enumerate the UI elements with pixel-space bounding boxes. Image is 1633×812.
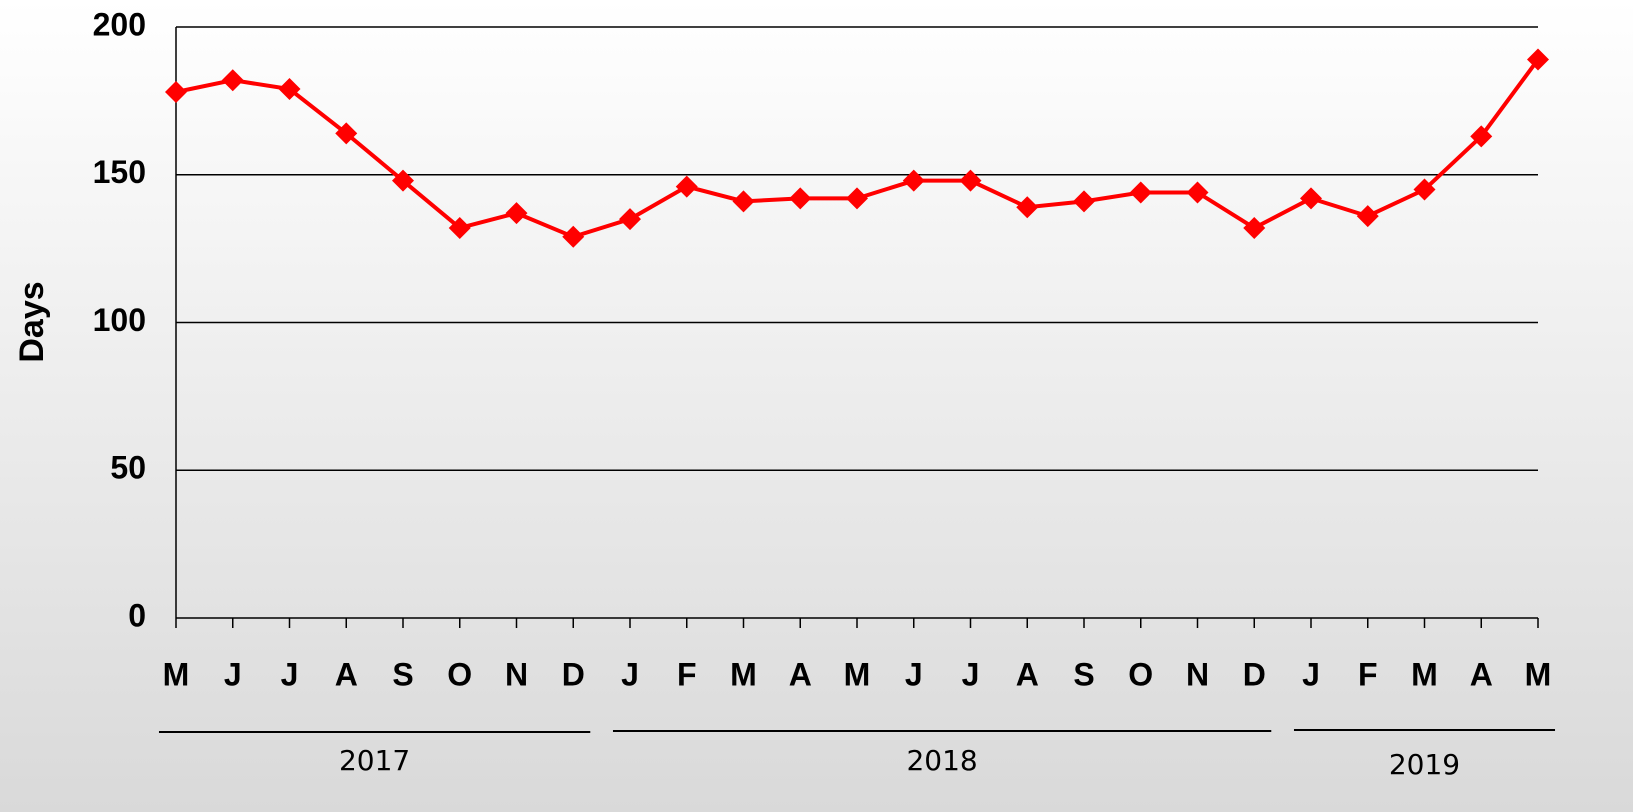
marker [505,202,528,225]
marker [165,81,187,104]
x-tick-label: J [1302,656,1320,692]
x-tick-label: J [905,656,923,692]
marker [959,169,982,192]
x-tick-label: M [730,656,757,692]
y-tick-label: 50 [110,450,146,486]
y-tick-label: 100 [93,302,146,338]
marker [619,208,641,231]
x-tick-label: M [844,656,871,692]
marker [846,187,868,210]
x-tick-label: O [447,656,472,692]
marker [902,169,925,192]
marker [1129,181,1152,204]
x-tick-label: D [1243,656,1266,692]
marker [278,78,301,101]
group-label: 2019 [1389,748,1460,781]
group-label: 2018 [906,744,977,777]
x-tick-label: A [1470,656,1493,692]
marker [1300,187,1322,210]
x-tick-label: J [224,656,242,692]
x-tick-label: J [621,656,639,692]
marker [1016,196,1039,219]
marker [1073,190,1095,213]
marker [221,69,244,92]
marker [1356,205,1379,228]
y-tick-label: 200 [93,6,146,42]
x-tick-label: S [392,656,413,692]
x-tick-label: O [1128,656,1153,692]
marker [562,225,585,248]
x-tick-label: J [962,656,980,692]
x-tick-label: M [163,656,190,692]
x-tick-label: F [677,656,697,692]
x-tick-label: M [1411,656,1438,692]
x-tick-label: A [1016,656,1039,692]
x-tick-label: A [335,656,358,692]
marker [1527,48,1549,71]
group-label: 2017 [339,744,410,777]
marker [1413,178,1436,201]
x-tick-label: N [1186,656,1209,692]
x-tick-label: M [1525,656,1552,692]
marker [448,216,471,239]
x-tick-label: F [1358,656,1378,692]
marker [392,169,414,192]
marker [1470,125,1493,148]
x-tick-label: N [505,656,528,692]
x-tick-label: A [789,656,812,692]
marker [732,190,755,213]
marker [1243,216,1266,239]
marker [1186,181,1209,204]
x-tick-label: S [1073,656,1094,692]
marker [675,175,698,198]
y-tick-label: 150 [93,154,146,190]
marker [789,187,812,210]
line [175,58,1540,239]
marker [335,122,358,145]
x-tick-label: D [562,656,585,692]
y-axis-label: Days [13,281,51,362]
x-tick-label: J [281,656,299,692]
y-tick-label: 0 [128,597,146,633]
